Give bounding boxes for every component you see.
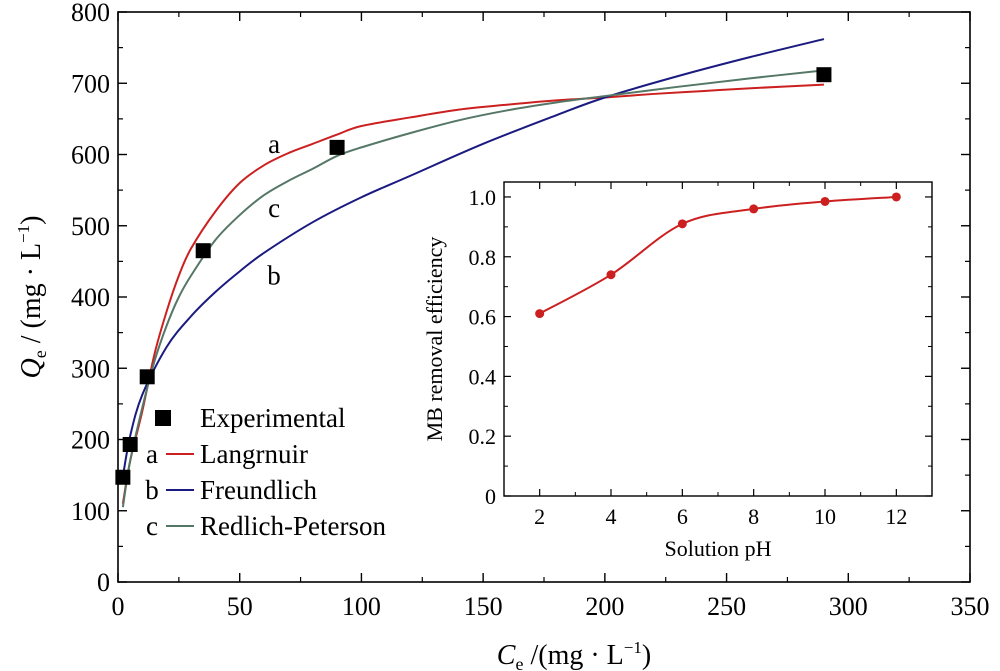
x-axis-label: Ce /(mg · L−1) xyxy=(497,638,651,671)
experimental-point xyxy=(115,469,131,485)
legend-letter-b: b xyxy=(145,475,159,505)
fit-line-freundlich xyxy=(121,38,825,477)
experimental-point xyxy=(329,139,345,155)
x-tick-label: 150 xyxy=(464,592,503,621)
experimental-point xyxy=(816,67,832,83)
x-tick-label: 50 xyxy=(227,592,253,621)
inset-x-axis-label: Solution pH xyxy=(665,536,772,561)
inset-x-tick-label: 2 xyxy=(534,504,545,529)
main-plot: 0 50 100 150 200 250 300 3500100200300400500600… xyxy=(14,0,990,671)
inset-x-tick-label: 10 xyxy=(814,504,836,529)
y-tick-label: 600 xyxy=(71,141,110,170)
inset-x-tick-label: 8 xyxy=(748,504,759,529)
inset-plot-frame xyxy=(503,181,933,497)
inset-data-point xyxy=(535,309,545,319)
experimental-point xyxy=(195,243,211,259)
y-tick-label: 400 xyxy=(71,283,110,312)
legend-letter-c: c xyxy=(146,511,158,541)
curve-letter-a: a xyxy=(268,129,280,159)
legend-marker-experimental xyxy=(155,410,171,426)
inset-y-tick-label: 0.6 xyxy=(469,305,497,330)
inset-x-tick-label: 12 xyxy=(885,504,907,529)
experimental-point xyxy=(122,436,138,452)
experimental-point xyxy=(139,369,155,385)
inset-y-tick-label: 0.2 xyxy=(469,424,497,449)
inset-x-tick-label: 6 xyxy=(677,504,688,529)
inset-data-point xyxy=(677,219,687,229)
curve-letter-b: b xyxy=(267,261,281,291)
fit-line-redlich-peterson xyxy=(121,69,825,508)
fit-curves xyxy=(121,38,825,508)
inset-y-axis-label: MB removal efficiency xyxy=(422,237,447,442)
curve-letter-c: c xyxy=(268,193,280,223)
inset-y-tick-label: 0 xyxy=(485,484,496,509)
x-tick-label: 250 xyxy=(707,592,746,621)
legend-label-a: Langrnuir xyxy=(200,439,308,469)
x-tick-label: 300 xyxy=(829,592,868,621)
x-tick-label: 100 xyxy=(342,592,381,621)
x-tick-label: 350 xyxy=(951,592,990,621)
inset-y-tick-label: 0.4 xyxy=(469,364,497,389)
inset-data-point xyxy=(606,270,616,280)
y-tick-label: 700 xyxy=(71,69,110,98)
inset-data-point xyxy=(891,192,901,202)
inset-y-tick-label: 0.8 xyxy=(469,245,497,270)
inset-data-point xyxy=(820,196,830,206)
y-tick-label: 0 xyxy=(97,568,110,597)
inset-plot: 2 4 6 8 10 12 0 0.2 0.4 0.6 0.8 1.0 Solution pH MB re… xyxy=(422,181,933,561)
y-tick-label: 800 xyxy=(71,0,110,27)
y-tick-label: 300 xyxy=(71,354,110,383)
y-tick-label: 500 xyxy=(71,212,110,241)
inset-y-tick-label: 1.0 xyxy=(469,185,497,210)
legend-label-b: Freundlich xyxy=(200,475,317,505)
inset-data-point xyxy=(749,204,759,214)
x-tick-label: 0 xyxy=(112,592,125,621)
y-tick-label: 100 xyxy=(71,497,110,526)
fit-line-langrnuir xyxy=(121,83,824,504)
legend-letter-a: a xyxy=(146,439,158,469)
y-axis-label: Qe / (mg · L−1) xyxy=(14,216,50,379)
inset-x-tick-label: 4 xyxy=(606,504,617,529)
legend-label-c: Redlich-Peterson xyxy=(200,511,386,541)
x-tick-label: 200 xyxy=(585,592,624,621)
legend: Experimental a Langrnuir b Freundlich c Redlic… xyxy=(145,403,386,541)
legend-label-experimental: Experimental xyxy=(200,403,345,433)
y-tick-label: 200 xyxy=(71,426,110,455)
